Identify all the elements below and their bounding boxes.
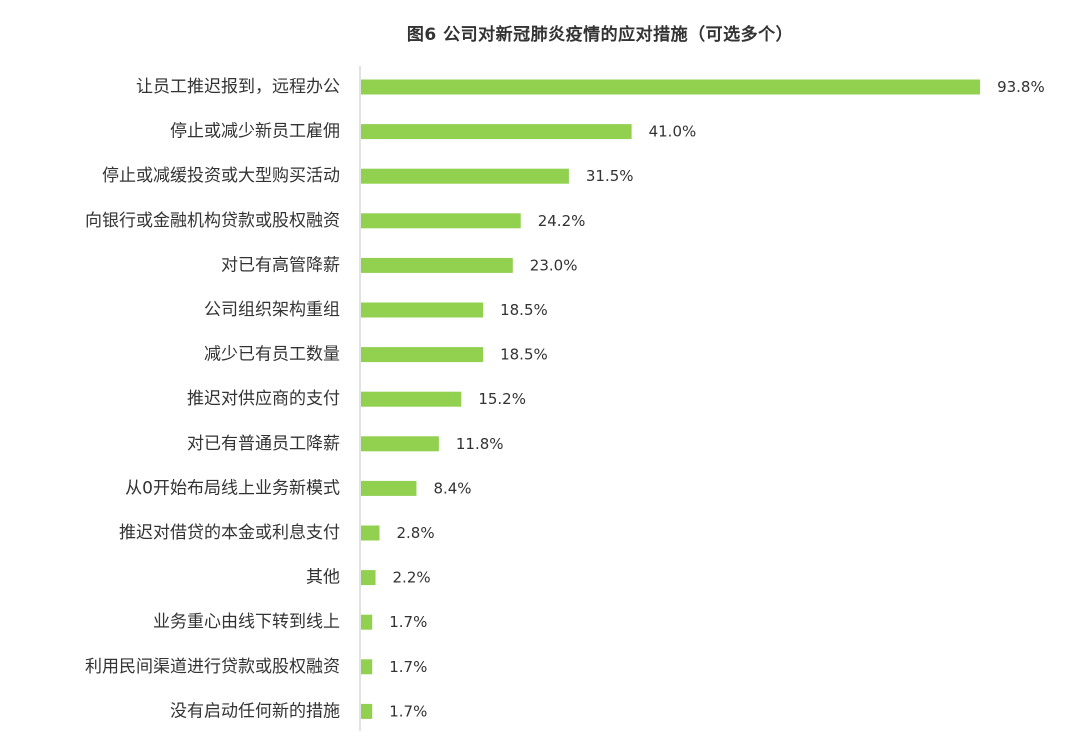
data-label: 1.7% <box>389 658 427 676</box>
data-label: 31.5% <box>586 167 634 185</box>
chart-title: 图6 公司对新冠肺炎疫情的应对措施（可选多个） <box>406 25 794 45</box>
data-label: 23.0% <box>530 256 578 274</box>
bar <box>361 124 632 140</box>
category-label: 利用民间渠道进行贷款或股权融资 <box>85 657 340 677</box>
data-label: 11.8% <box>456 435 504 453</box>
bar <box>361 614 373 630</box>
category-label: 没有启动任何新的措施 <box>170 701 340 721</box>
category-label: 其他 <box>306 568 340 588</box>
category-label: 业务重心由线下转到线上 <box>153 612 340 632</box>
data-label: 2.2% <box>393 569 431 587</box>
data-label: 18.5% <box>500 301 548 319</box>
bar <box>361 168 569 184</box>
data-label: 93.8% <box>997 78 1045 96</box>
category-label: 推迟对供应商的支付 <box>187 389 340 409</box>
data-label: 2.8% <box>396 524 434 542</box>
data-label: 8.4% <box>433 479 471 497</box>
data-label: 18.5% <box>500 346 548 364</box>
category-label: 对已有普通员工降薪 <box>187 434 340 454</box>
data-label: 41.0% <box>649 123 697 141</box>
bar <box>361 213 521 229</box>
category-label: 对已有高管降薪 <box>221 255 340 275</box>
bar <box>361 703 373 719</box>
bar <box>361 257 513 273</box>
data-label: 24.2% <box>538 212 586 230</box>
category-label: 减少已有员工数量 <box>204 345 340 365</box>
category-label: 推迟对借贷的本金或利息支付 <box>119 523 340 543</box>
bar <box>361 436 439 452</box>
category-label: 向银行或金融机构贷款或股权融资 <box>85 211 340 231</box>
bar <box>361 391 462 407</box>
bar <box>361 79 981 95</box>
data-label: 1.7% <box>389 613 427 631</box>
bar <box>361 570 376 586</box>
bar <box>361 347 484 363</box>
category-label: 让员工推迟报到，远程办公 <box>136 77 340 97</box>
bar <box>361 659 373 675</box>
bar <box>361 480 417 496</box>
bar <box>361 525 380 541</box>
bar <box>361 302 484 318</box>
data-label: 1.7% <box>389 702 427 720</box>
data-label: 15.2% <box>478 390 526 408</box>
category-label: 停止或减少新员工雇佣 <box>170 122 340 142</box>
category-label: 从0开始布局线上业务新模式 <box>125 478 340 498</box>
category-label: 停止或减缓投资或大型购买活动 <box>102 166 340 186</box>
category-label: 公司组织架构重组 <box>204 300 340 320</box>
